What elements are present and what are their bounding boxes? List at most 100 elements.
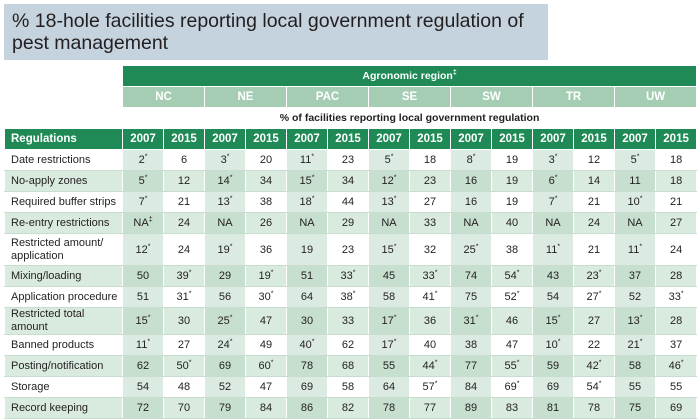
value-cell: NA	[532, 212, 574, 234]
region-header: NE	[204, 86, 287, 108]
cell-value: 38	[259, 196, 273, 208]
value-cell: 33	[327, 307, 369, 335]
cell-value: 3	[548, 154, 555, 166]
value-cell: 24	[654, 233, 698, 266]
cell-value: 51	[136, 291, 150, 303]
cell-value: 27	[177, 339, 191, 351]
value-cell: 15*	[122, 307, 164, 335]
value-cell: 33*	[327, 265, 369, 287]
value-cell: 54*	[491, 265, 533, 287]
cell-value: 69	[504, 381, 517, 393]
table-row: Posting/notification 62 50* 69 60* 78 68 55 44* 7…	[4, 355, 698, 377]
value-cell: 44*	[409, 355, 451, 377]
cell-value: 42	[586, 360, 599, 372]
cell-value: 78	[587, 402, 601, 414]
value-cell: 69	[654, 397, 698, 419]
significance-mark: *	[475, 314, 479, 322]
value-cell: 17*	[368, 307, 410, 335]
cell-value: 15	[545, 315, 558, 327]
value-cell: 69*	[491, 376, 533, 398]
value-cell: 31*	[450, 307, 492, 335]
significance-mark: *	[229, 242, 233, 250]
cell-value: 57	[422, 381, 435, 393]
value-cell: 44	[327, 191, 369, 213]
value-cell: 22	[573, 334, 615, 356]
cell-value: 19	[505, 154, 519, 166]
significance-mark: *	[270, 269, 274, 277]
value-cell: 19	[491, 191, 533, 213]
cell-value: 28	[669, 270, 683, 282]
value-cell: 36	[245, 233, 287, 266]
cell-value: 6	[548, 175, 555, 187]
table-row: Storage 54 48 52 47 69 58 64 57* 84 69* 69 54* 55 55	[4, 376, 698, 398]
cell-value: 77	[423, 402, 437, 414]
regulation-table: Agronomic region‡ NC NE PAC SE SW TR UW % of f…	[4, 65, 698, 419]
value-cell: 19*	[204, 233, 246, 266]
value-cell: 37	[654, 334, 698, 356]
cell-value: 27	[587, 315, 601, 327]
value-cell: 58	[368, 286, 410, 308]
cell-value: 70	[177, 402, 191, 414]
blank-corner	[4, 65, 123, 87]
significance-mark: *	[270, 359, 274, 367]
cell-value: 26	[259, 217, 273, 229]
significance-mark: *	[639, 195, 643, 203]
value-cell: 21*	[614, 334, 656, 356]
cell-value: 23	[586, 270, 599, 282]
regulation-label: Application procedure	[4, 286, 123, 308]
value-cell: 51	[286, 265, 328, 287]
value-cell: 74	[450, 265, 492, 287]
value-cell: 15*	[286, 170, 328, 192]
cell-value: 38	[340, 291, 353, 303]
value-cell: 12*	[368, 170, 410, 192]
cell-value: 56	[218, 291, 232, 303]
regulation-label: Mixing/loading	[4, 265, 123, 287]
year-header: 2015	[409, 128, 451, 150]
regulation-label: Banned products	[4, 334, 123, 356]
cell-value: 34	[259, 175, 273, 187]
value-cell: 33*	[654, 286, 698, 308]
cell-value: 19	[300, 243, 314, 256]
cell-value: 15	[381, 243, 394, 256]
value-cell: 55	[654, 376, 698, 398]
cell-value: 18	[669, 154, 683, 166]
cell-value: 11	[627, 243, 640, 256]
significance-mark: *	[434, 269, 438, 277]
cell-value: 37	[669, 339, 683, 351]
cell-value: 12	[177, 175, 191, 187]
cell-value: 74	[464, 270, 478, 282]
cell-value: 54	[504, 270, 517, 282]
significance-mark: *	[516, 380, 520, 388]
significance-mark: *	[188, 269, 192, 277]
cell-value: 30	[258, 291, 271, 303]
value-cell: 58	[327, 376, 369, 398]
cell-value: 48	[177, 381, 191, 393]
significance-mark: *	[352, 269, 356, 277]
cell-value: 11	[545, 243, 558, 256]
regulation-label: Storage	[4, 376, 123, 398]
cell-value: 10	[627, 196, 640, 208]
significance-mark: *	[229, 174, 233, 182]
regulation-label: Record keeping	[4, 397, 123, 419]
cell-value: 21	[627, 339, 640, 351]
cell-value: 17	[381, 315, 394, 327]
cell-value: 52	[504, 291, 517, 303]
cell-value: 33	[668, 291, 681, 303]
cell-value: 58	[341, 381, 355, 393]
cell-value: 58	[628, 360, 642, 372]
value-cell: 27	[573, 307, 615, 335]
cell-value: 44	[341, 196, 355, 208]
significance-mark: *	[516, 290, 520, 298]
significance-mark: *	[188, 359, 192, 367]
value-cell: 6*	[532, 170, 574, 192]
value-cell: 46*	[654, 355, 698, 377]
significance-mark: *	[639, 338, 643, 346]
cell-value: 10	[545, 339, 558, 351]
value-cell: 13*	[368, 191, 410, 213]
cell-value: 14	[587, 175, 601, 187]
cell-value: 16	[464, 196, 478, 208]
region-header: NC	[122, 86, 205, 108]
value-cell: 21	[573, 191, 615, 213]
value-cell: 11*	[286, 149, 328, 171]
value-cell: 3*	[204, 149, 246, 171]
